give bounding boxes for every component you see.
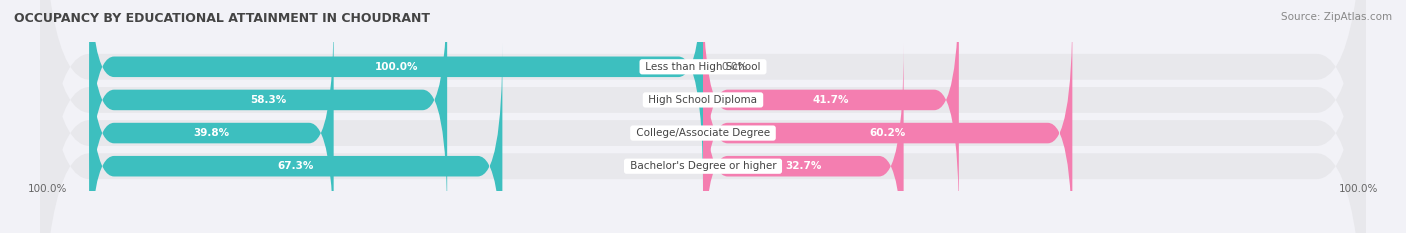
Text: 58.3%: 58.3% — [250, 95, 287, 105]
FancyBboxPatch shape — [703, 11, 1073, 233]
FancyBboxPatch shape — [41, 0, 1365, 233]
Text: 32.7%: 32.7% — [785, 161, 821, 171]
FancyBboxPatch shape — [90, 0, 703, 189]
Text: 41.7%: 41.7% — [813, 95, 849, 105]
Text: OCCUPANCY BY EDUCATIONAL ATTAINMENT IN CHOUDRANT: OCCUPANCY BY EDUCATIONAL ATTAINMENT IN C… — [14, 12, 430, 25]
Text: 39.8%: 39.8% — [194, 128, 229, 138]
Text: 100.0%: 100.0% — [374, 62, 418, 72]
FancyBboxPatch shape — [703, 0, 959, 222]
FancyBboxPatch shape — [90, 0, 447, 222]
Text: 67.3%: 67.3% — [278, 161, 314, 171]
Text: 100.0%: 100.0% — [28, 184, 67, 194]
Text: 100.0%: 100.0% — [1339, 184, 1378, 194]
FancyBboxPatch shape — [90, 44, 502, 233]
FancyBboxPatch shape — [41, 0, 1365, 233]
FancyBboxPatch shape — [41, 0, 1365, 233]
Text: College/Associate Degree: College/Associate Degree — [633, 128, 773, 138]
Text: Less than High School: Less than High School — [643, 62, 763, 72]
Text: 60.2%: 60.2% — [869, 128, 905, 138]
FancyBboxPatch shape — [703, 44, 904, 233]
Text: High School Diploma: High School Diploma — [645, 95, 761, 105]
Text: Source: ZipAtlas.com: Source: ZipAtlas.com — [1281, 12, 1392, 22]
Text: 0.0%: 0.0% — [721, 62, 748, 72]
Text: Bachelor's Degree or higher: Bachelor's Degree or higher — [627, 161, 779, 171]
FancyBboxPatch shape — [41, 0, 1365, 233]
FancyBboxPatch shape — [90, 11, 333, 233]
